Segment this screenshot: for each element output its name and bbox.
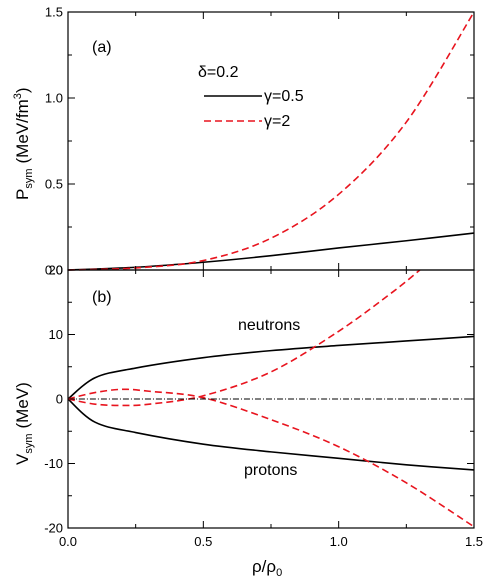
y-tick-label: 0.5 bbox=[45, 177, 63, 192]
x-axis-title: ρ/ρ0 bbox=[252, 557, 282, 579]
panel-b-series-0-solid-line bbox=[67, 335, 475, 400]
panel-b-series-1-solid-line bbox=[67, 398, 475, 471]
panel-b-plot-area bbox=[67, 269, 475, 528]
panel-b-label: (b) bbox=[92, 289, 112, 306]
y-tick-label: 1.5 bbox=[45, 5, 63, 20]
y-tick-label: 20 bbox=[49, 263, 63, 278]
x-tick-label: 1.5 bbox=[465, 534, 483, 549]
panel-a-y-axis-title: Psym(MeV/fm3) bbox=[12, 87, 35, 200]
neutrons-annotation: neutrons bbox=[238, 317, 300, 334]
panel-b: -20 -10 0 10 20 0.0 0.5 1.0 1.5 (b) neutrons pr… bbox=[13, 263, 483, 580]
panel-b-series-3-dashed-line bbox=[67, 388, 475, 528]
y-tick-label: 0 bbox=[56, 392, 63, 407]
x-tick-label: 0.0 bbox=[59, 534, 77, 549]
y-tick-label: 1.0 bbox=[45, 91, 63, 106]
panel-b-y-ticks: -20 -10 0 10 20 bbox=[44, 263, 474, 536]
x-tick-label: 1.0 bbox=[330, 534, 348, 549]
delta-annotation: δ=0.2 bbox=[198, 64, 239, 81]
y-tick-label: -20 bbox=[44, 521, 63, 536]
y-tick-label: -10 bbox=[44, 456, 63, 471]
panel-a-frame bbox=[67, 11, 475, 271]
y-tick-label: 10 bbox=[49, 327, 63, 342]
panel-a-series-1-dashed-line bbox=[67, 11, 475, 271]
legend: γ=0.5 γ=2 bbox=[204, 88, 304, 130]
panel-b-series-2-dashed-line bbox=[67, 269, 421, 407]
legend-label-gamma-2: γ=2 bbox=[264, 113, 290, 130]
panel-b-y-axis-title: Vsym(MeV) bbox=[13, 382, 35, 465]
x-tick-label: 0.5 bbox=[194, 534, 212, 549]
panel-b-x-ticks: 0.0 0.5 1.0 1.5 bbox=[59, 270, 483, 549]
y-tick-label: 0.0 bbox=[45, 263, 63, 278]
panel-a-label: (a) bbox=[92, 39, 112, 56]
panel-a-series-0-solid-line bbox=[67, 232, 475, 271]
panel-a-plot-area bbox=[67, 11, 475, 271]
legend-label-gamma-0.5: γ=0.5 bbox=[264, 88, 304, 105]
protons-annotation: protons bbox=[244, 462, 297, 479]
panel-a-x-ticks bbox=[67, 12, 475, 270]
panel-a-y-ticks: 0.0 0.5 1.0 1.5 bbox=[45, 5, 474, 278]
panel-a: 0.0 0.5 1.0 1.5 (a) δ=0.2 γ=0.5 γ=2 Psym(Me… bbox=[12, 5, 475, 278]
